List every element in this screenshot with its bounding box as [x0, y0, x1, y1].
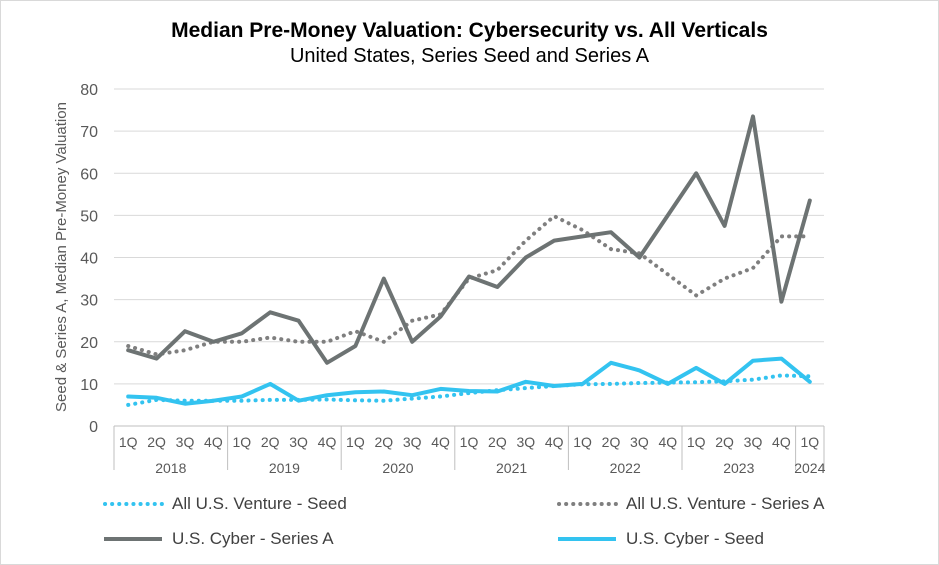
x-tick-label: 1Q: [800, 434, 819, 450]
legend-item-venture-seed: All U.S. Venture - Seed: [102, 494, 347, 514]
x-tick-label: 2Q: [602, 434, 621, 450]
x-tick-label: 3Q: [744, 434, 763, 450]
x-tick-label: 4Q: [772, 434, 791, 450]
x-tick-label: 1Q: [460, 434, 479, 450]
x-tick-label: 1Q: [687, 434, 706, 450]
x-tick-label: 4Q: [658, 434, 677, 450]
chart-subtitle: United States, Series Seed and Series A: [289, 45, 650, 67]
y-tick-label: 20: [80, 335, 98, 352]
x-tick-label: 3Q: [403, 434, 422, 450]
year-label: 2021: [496, 460, 527, 476]
y-tick-label: 50: [80, 208, 98, 225]
legend-item-cyber-series-a: U.S. Cyber - Series A: [102, 529, 334, 549]
series-line-2: [126, 114, 812, 365]
legend-swatch-venture-series-a: [557, 502, 618, 506]
legend-label-cyber-series-a: U.S. Cyber - Series A: [172, 529, 334, 548]
series-line-1: [126, 214, 812, 357]
x-tick-label: 3Q: [176, 434, 195, 450]
series-line-0: [126, 373, 812, 407]
year-label: 2023: [723, 460, 754, 476]
year-label: 2022: [610, 460, 641, 476]
y-tick-label: 10: [80, 377, 98, 394]
y-tick-label: 60: [80, 166, 98, 183]
y-tick-label: 40: [80, 251, 98, 268]
x-tick-label: 1Q: [573, 434, 592, 450]
year-label: 2019: [269, 460, 300, 476]
x-tick-label: 2Q: [147, 434, 166, 450]
year-label: 2020: [382, 460, 413, 476]
x-tick-label: 4Q: [545, 434, 564, 450]
legend-swatch-cyber-series-a: [104, 537, 162, 541]
x-tick-label: 4Q: [318, 434, 337, 450]
x-tick-label: 1Q: [232, 434, 251, 450]
x-tick-label: 2Q: [374, 434, 393, 450]
year-label: 2024: [794, 460, 825, 476]
year-label: 2018: [155, 460, 186, 476]
y-axis-label: Seed & Series A, Median Pre-Money Valuat…: [53, 102, 70, 412]
x-tick-label: 3Q: [289, 434, 308, 450]
legend-swatch-cyber-seed: [558, 537, 616, 541]
legend-label-venture-seed: All U.S. Venture - Seed: [172, 494, 347, 513]
x-tick-label: 4Q: [431, 434, 450, 450]
x-tick-label: 4Q: [204, 434, 223, 450]
legend-item-venture-series-a: All U.S. Venture - Series A: [556, 494, 824, 514]
x-tick-label: 1Q: [346, 434, 365, 450]
legend-swatch-venture-seed: [103, 502, 164, 506]
x-tick-label: 1Q: [119, 434, 138, 450]
legend-label-venture-series-a: All U.S. Venture - Series A: [626, 494, 825, 513]
legend-label-cyber-seed: U.S. Cyber - Seed: [626, 529, 764, 548]
x-tick-label: 3Q: [630, 434, 649, 450]
chart-title: Median Pre-Money Valuation: Cybersecurit…: [171, 19, 768, 42]
y-tick-label: 80: [80, 82, 98, 99]
series-line-3: [126, 356, 812, 406]
x-tick-label: 2Q: [261, 434, 280, 450]
y-tick-label: 30: [80, 293, 98, 310]
y-tick-label: 0: [89, 419, 98, 436]
legend-item-cyber-seed: U.S. Cyber - Seed: [556, 529, 764, 549]
x-tick-label: 2Q: [488, 434, 507, 450]
y-tick-label: 70: [80, 124, 98, 141]
x-tick-label: 3Q: [516, 434, 535, 450]
x-tick-label: 2Q: [715, 434, 734, 450]
